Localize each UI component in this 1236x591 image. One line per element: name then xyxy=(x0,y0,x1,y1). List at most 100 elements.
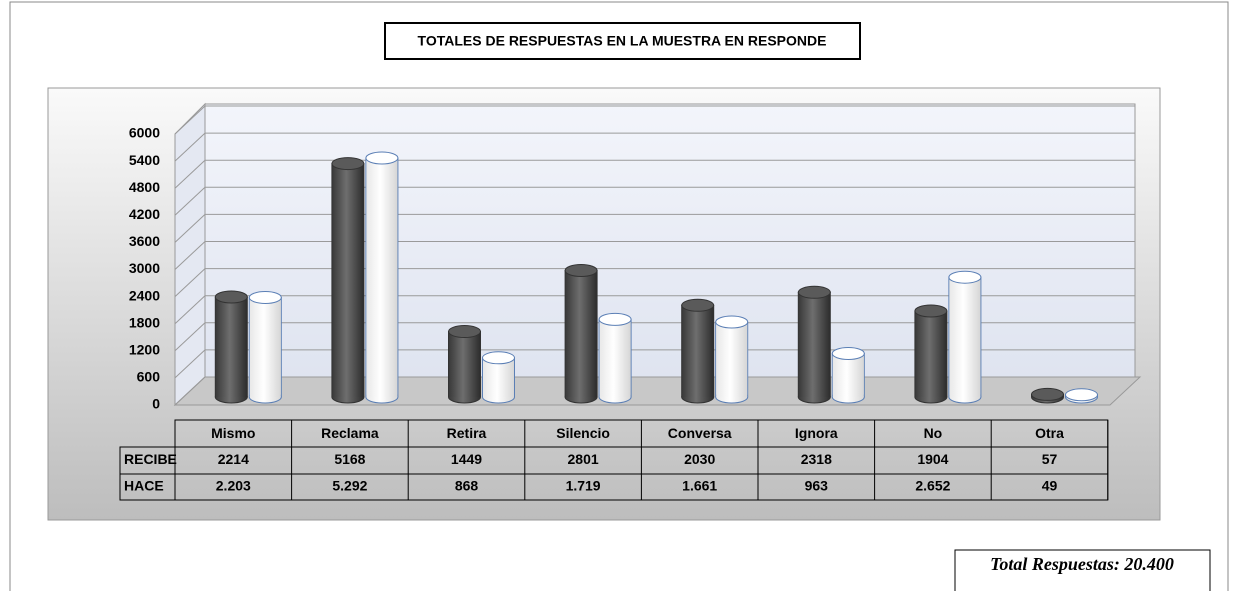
bar xyxy=(214,290,248,404)
y-tick-label: 0 xyxy=(152,396,160,412)
table-cell: 2318 xyxy=(801,451,832,467)
bar-body xyxy=(915,311,947,397)
bar xyxy=(831,347,865,404)
chart-title: TOTALES DE RESPUESTAS EN LA MUESTRA EN R… xyxy=(418,33,827,49)
bar-top xyxy=(248,290,282,304)
annotation: Total Respuestas: 20.400 xyxy=(990,554,1174,574)
bar-body xyxy=(215,297,247,397)
bar-body xyxy=(449,331,480,397)
bar-top xyxy=(948,270,982,284)
grid-line xyxy=(174,105,206,135)
grid-line xyxy=(174,159,206,189)
bar xyxy=(448,325,481,404)
table-cell: 2030 xyxy=(684,451,715,467)
table-cell: 1904 xyxy=(917,451,948,467)
bar-top xyxy=(564,263,598,277)
bar xyxy=(914,304,948,404)
y-tick-label: 1800 xyxy=(129,314,160,330)
bar xyxy=(331,157,365,404)
bar-top xyxy=(598,312,632,326)
table-cell: 1.719 xyxy=(566,478,601,494)
y-tick-label: 4200 xyxy=(129,206,160,222)
table-cell: 2.203 xyxy=(216,478,251,494)
table-cell: 2801 xyxy=(568,451,599,467)
bar-top xyxy=(797,285,831,299)
x-tick-label: Reclama xyxy=(321,425,379,441)
bar xyxy=(715,315,749,404)
table-cell: 57 xyxy=(1042,451,1058,467)
title-box xyxy=(384,22,861,60)
grid-line xyxy=(174,214,206,243)
x-tick-label: No xyxy=(924,425,943,441)
x-tick-label: Mismo xyxy=(211,425,255,441)
bar xyxy=(365,151,399,404)
bar-body xyxy=(798,292,830,397)
annotation-box xyxy=(954,549,1211,591)
bar-body xyxy=(366,157,398,397)
bar-top xyxy=(715,315,749,329)
x-tick-label: Silencio xyxy=(556,425,610,441)
bar-body xyxy=(599,319,631,397)
bar-top xyxy=(331,157,365,171)
bar-top xyxy=(365,151,399,165)
bar-body xyxy=(483,357,514,397)
y-tick-label: 3000 xyxy=(129,260,160,276)
y-tick-label: 1200 xyxy=(129,342,160,358)
bar-body xyxy=(565,270,597,397)
bar-top xyxy=(448,325,481,339)
table-cell: 49 xyxy=(1042,478,1058,494)
y-tick-label: 3600 xyxy=(129,233,160,249)
y-tick-label: 4800 xyxy=(129,179,160,195)
table-cell: 1449 xyxy=(451,451,482,467)
bar xyxy=(248,290,282,404)
grid-line xyxy=(174,295,206,325)
bar-top xyxy=(1031,387,1064,401)
bar-body xyxy=(332,163,364,397)
grid-line xyxy=(174,376,206,406)
x-tick-label: Conversa xyxy=(668,425,732,441)
bar-body xyxy=(716,321,748,397)
x-tick-label: Retira xyxy=(447,425,487,441)
side-wall xyxy=(174,102,206,407)
bar-body xyxy=(249,297,281,397)
bar-top xyxy=(831,347,865,361)
bar-body xyxy=(682,305,714,397)
y-tick-label: 600 xyxy=(137,369,161,385)
bar xyxy=(598,312,632,404)
bar-top xyxy=(214,290,248,304)
table-cell: 868 xyxy=(455,478,479,494)
table-cell: 2.652 xyxy=(915,478,950,494)
floor xyxy=(173,376,1142,406)
bar-top xyxy=(1065,388,1098,402)
bar-top xyxy=(681,298,715,312)
grid-line xyxy=(174,241,206,270)
x-tick-label: Otra xyxy=(1035,425,1064,441)
grid-line xyxy=(174,268,206,297)
y-tick-label: 5400 xyxy=(129,152,160,168)
bar-top xyxy=(482,351,515,365)
table-cell: 963 xyxy=(805,478,829,494)
bar xyxy=(564,263,598,404)
y-tick-label: 2400 xyxy=(129,287,160,303)
grid-line xyxy=(174,186,206,216)
table-cell: 2214 xyxy=(218,451,249,467)
row-label: RECIBE xyxy=(124,451,177,467)
bar-body xyxy=(832,353,864,397)
grid-line xyxy=(174,349,206,379)
grid-line xyxy=(174,322,206,352)
bar xyxy=(797,285,831,404)
row-label: HACE xyxy=(124,478,164,494)
bar xyxy=(1065,388,1098,404)
bar-body xyxy=(949,277,981,397)
y-tick-label: 6000 xyxy=(129,125,160,141)
bar xyxy=(1031,387,1064,404)
x-tick-label: Ignora xyxy=(795,425,838,441)
table-cell: 1.661 xyxy=(682,478,717,494)
grid-line xyxy=(174,132,206,162)
table-cell: 5.292 xyxy=(332,478,367,494)
bar-top xyxy=(914,304,948,318)
bar xyxy=(482,351,515,404)
table-cell: 5168 xyxy=(334,451,365,467)
bar xyxy=(948,270,982,404)
